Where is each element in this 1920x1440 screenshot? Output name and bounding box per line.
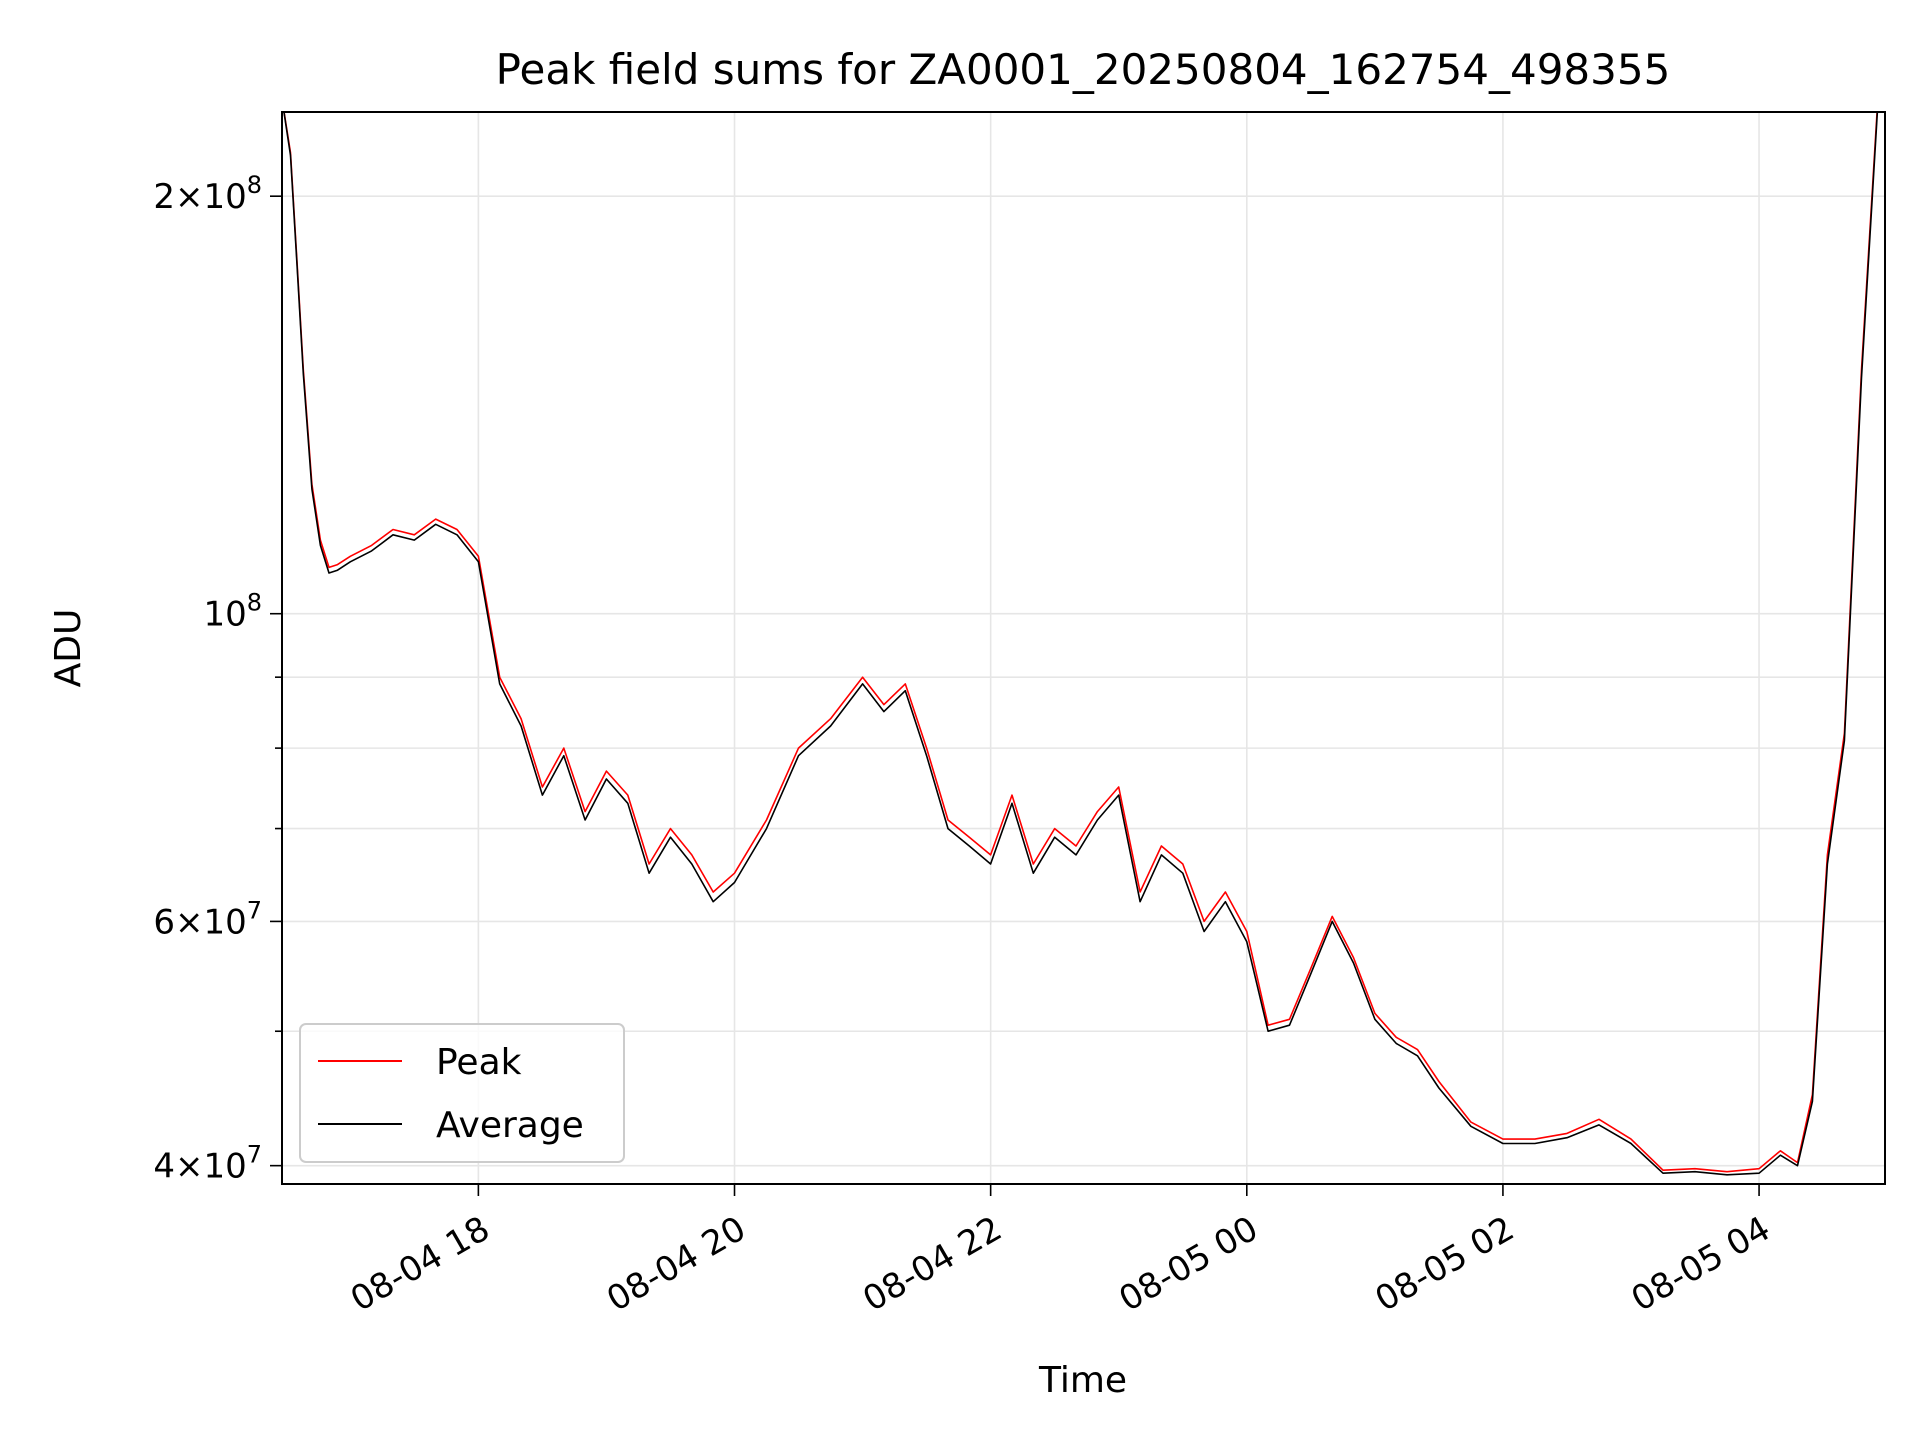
chart-title: Peak field sums for ZA0001_20250804_1627… bbox=[496, 45, 1671, 94]
legend: Peak Average bbox=[299, 1023, 625, 1163]
series-line-average bbox=[283, 112, 1879, 1176]
y-tick-label: 108 bbox=[203, 589, 262, 635]
legend-label-peak: Peak bbox=[436, 1042, 522, 1083]
y-axis-label: ADU bbox=[48, 609, 89, 688]
y-tick-label: 2×108 bbox=[153, 171, 262, 217]
series-layer bbox=[283, 112, 1879, 1176]
x-axis-label: Time bbox=[1038, 1360, 1127, 1401]
plot-frame bbox=[281, 111, 1886, 1185]
y-tick-label: 4×107 bbox=[153, 1141, 262, 1187]
series-line-peak bbox=[283, 112, 1878, 1173]
grid bbox=[282, 112, 1885, 1184]
y-tick-label: 6×107 bbox=[153, 896, 262, 942]
y-axis-ticks: 2×108 108 6×107 4×107 bbox=[153, 171, 282, 1187]
legend-box bbox=[299, 1023, 625, 1163]
legend-label-average: Average bbox=[436, 1105, 584, 1146]
